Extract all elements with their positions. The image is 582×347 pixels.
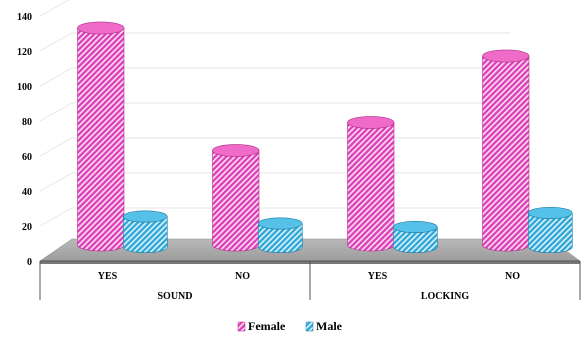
- bar-layer: [77, 21, 573, 254]
- bar-male: [527, 206, 573, 254]
- bar-female: [212, 144, 260, 252]
- bar-male: [392, 220, 438, 254]
- legend: Female Male: [237, 319, 343, 333]
- depth-gridline: [39, 102, 73, 122]
- bar-female-top: [482, 49, 530, 63]
- bar-male-top: [257, 217, 303, 230]
- y-tick-label: 40: [22, 187, 32, 198]
- y-tick-label: 60: [22, 152, 32, 163]
- y-tick-label: 20: [22, 222, 32, 233]
- bar-female-top: [347, 116, 395, 129]
- bar-female: [482, 49, 530, 252]
- bar-male-top: [123, 210, 168, 223]
- depth-gridline: [39, 0, 70, 17]
- x-tick-label: NO: [235, 271, 250, 282]
- y-tick-label: 120: [17, 47, 32, 58]
- bar-male-top: [392, 220, 438, 234]
- bar-female-top: [77, 21, 125, 35]
- bar-female-body: [212, 150, 260, 252]
- x-tick-label: YES: [368, 271, 388, 282]
- depth-gridline: [39, 67, 73, 87]
- group-label: SOUND: [157, 291, 192, 302]
- bar-male-body: [123, 216, 168, 254]
- depth-gridline: [39, 207, 73, 227]
- bar-male-body: [393, 226, 438, 254]
- bar-female-body: [77, 27, 125, 252]
- group-label: LOCKING: [421, 291, 470, 302]
- bar-male: [257, 217, 303, 254]
- y-tick-label: 0: [27, 257, 32, 268]
- bar-female-top: [212, 144, 260, 157]
- legend-label-female: Female: [248, 319, 286, 333]
- bar-female-body: [482, 55, 530, 252]
- legend-swatch-male: [305, 321, 314, 332]
- bar-female-body: [347, 122, 395, 252]
- x-tick-label: NO: [505, 271, 520, 282]
- depth-gridline: [39, 32, 73, 52]
- axis-layer: 0 20 40 60 80 100 120 140 YES NO YES NO SOUND LOCKING: [17, 12, 581, 302]
- depth-gridline: [39, 172, 73, 192]
- legend-label-male: Male: [316, 319, 343, 333]
- y-tick-label: 100: [17, 82, 32, 93]
- legend-swatch-female: [237, 321, 246, 332]
- bar-female: [77, 21, 125, 252]
- x-tick-label: YES: [98, 271, 118, 282]
- y-tick-label: 80: [22, 117, 32, 128]
- depth-gridline: [39, 137, 73, 157]
- bar-male-top: [527, 206, 573, 220]
- bar-male-body: [528, 212, 573, 254]
- bar-female: [347, 116, 395, 252]
- bar-male-body: [258, 223, 303, 254]
- y-tick-label: 140: [17, 12, 32, 23]
- bar-male: [123, 210, 168, 254]
